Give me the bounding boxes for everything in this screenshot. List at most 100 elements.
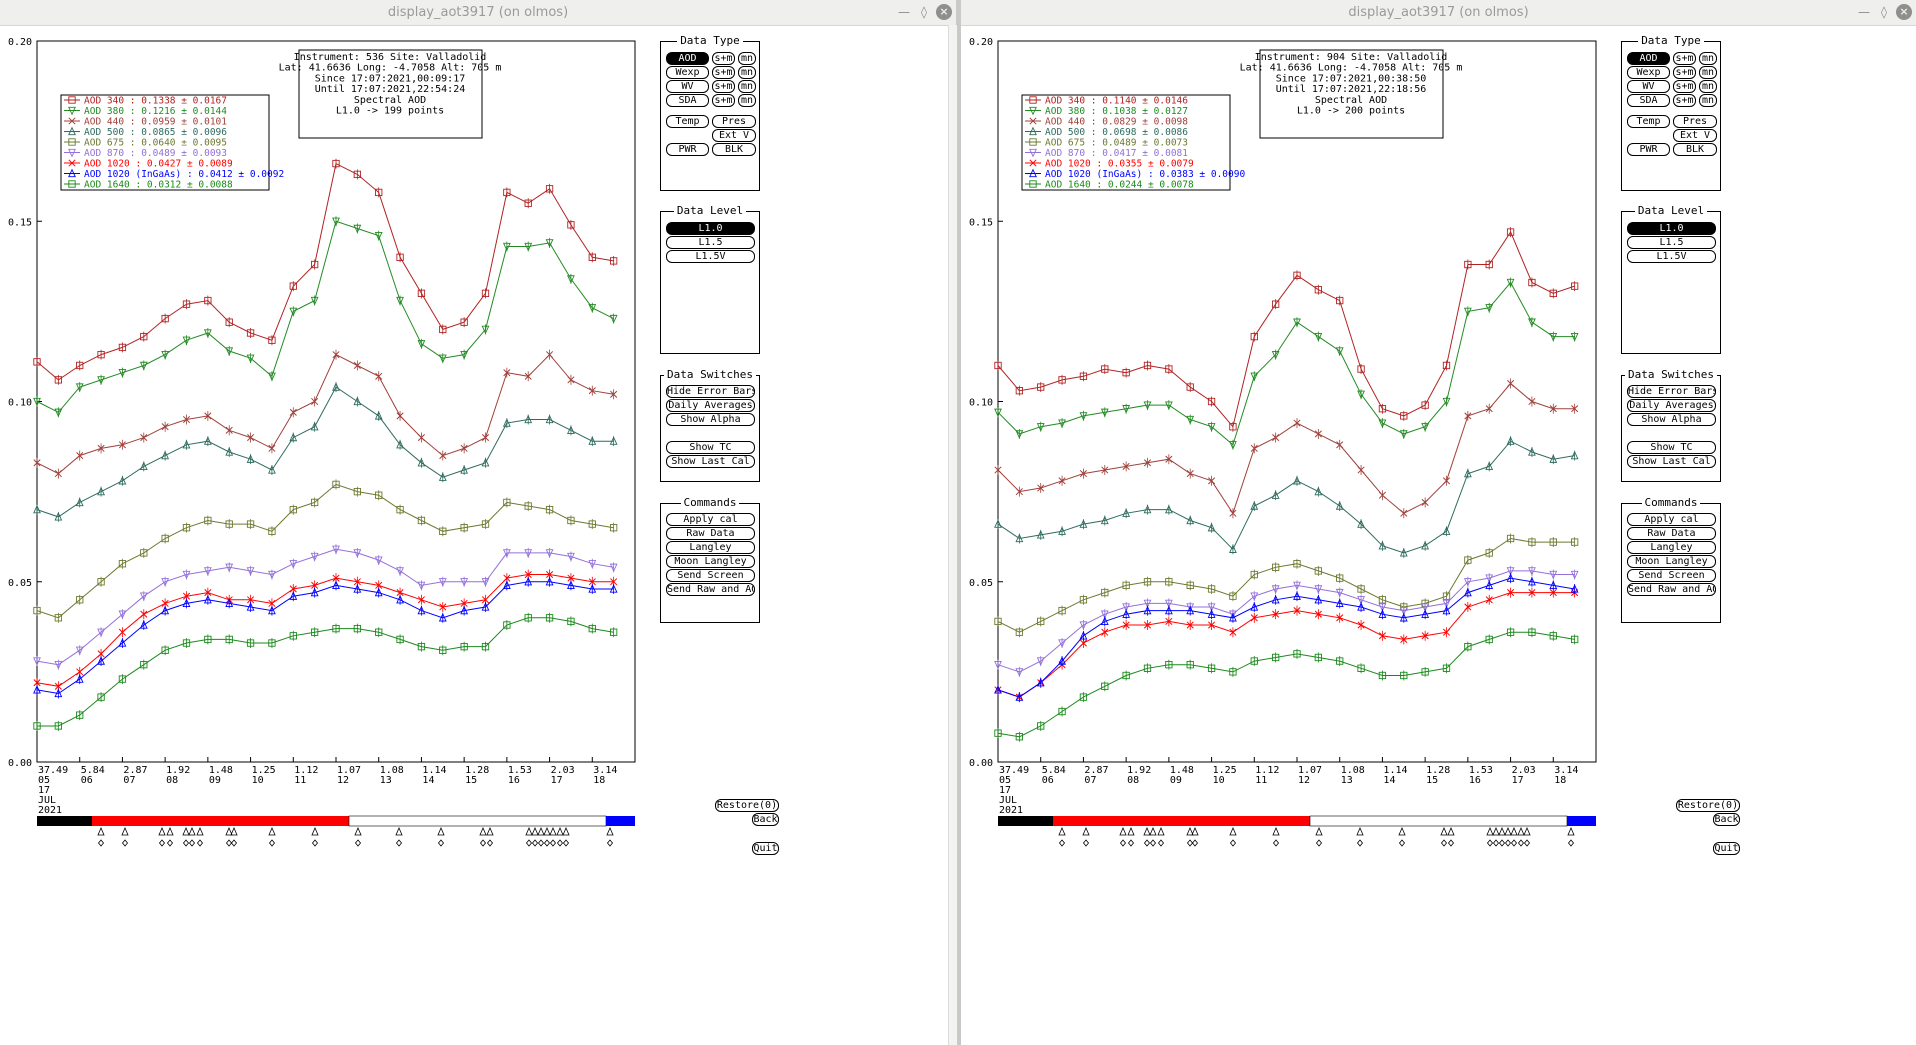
send-screen-button[interactable]: Send Screen (666, 569, 755, 582)
data-point (609, 628, 618, 636)
data-point (375, 188, 383, 197)
right-titlebar[interactable]: display_aot3917 (on olmos) — ◊ × (961, 0, 1916, 26)
mn-mode-button[interactable]: mn (1699, 66, 1717, 79)
data-point (247, 433, 255, 442)
temp-button[interactable]: Temp (666, 115, 709, 128)
ext-v-button[interactable]: Ext V (1673, 129, 1717, 142)
level-l15v-button[interactable]: L1.5V (666, 250, 755, 263)
data-point (396, 412, 404, 420)
blk-button[interactable]: BLK (1673, 143, 1717, 156)
data-point (1101, 466, 1109, 474)
left-titlebar[interactable]: display_aot3917 (on olmos) — ◊ × (0, 0, 956, 26)
raw-data-button[interactable]: Raw Data (1627, 527, 1716, 540)
minimize-icon[interactable]: — (1858, 5, 1870, 19)
sum-mode-button[interactable]: s+m (712, 94, 735, 107)
sum-mode-button[interactable]: s+m (712, 80, 735, 93)
mn-mode-button[interactable]: mn (738, 52, 756, 65)
hour-label: 12 (337, 775, 349, 786)
send-screen-button[interactable]: Send Screen (1627, 569, 1716, 582)
moon-langley-button[interactable]: Moon Langley (1627, 555, 1716, 568)
measurement-marker (606, 826, 614, 836)
level-l10-button[interactable]: L1.0 (666, 222, 755, 235)
data-type-sda-button[interactable]: SDA (666, 94, 709, 107)
data-type-wexp-button[interactable]: Wexp (1627, 66, 1670, 79)
mn-mode-button[interactable]: mn (738, 66, 756, 79)
data-point (118, 610, 127, 620)
send-raw-and-aod-button[interactable]: Send Raw and AOD (666, 583, 755, 596)
measurement-diamond (543, 839, 551, 847)
pwr-button[interactable]: PWR (666, 143, 709, 156)
send-raw-and-aod-button[interactable]: Send Raw and AOD (1627, 583, 1716, 596)
data-point (97, 350, 105, 359)
data-point (1399, 430, 1408, 439)
daily-averages-button[interactable]: Daily Averages (1627, 399, 1716, 412)
apply-cal-button[interactable]: Apply cal (1627, 513, 1716, 526)
data-type-aod-button[interactable]: AOD (1627, 52, 1670, 65)
sum-mode-button[interactable]: s+m (1673, 80, 1696, 93)
mn-mode-button[interactable]: mn (738, 80, 756, 93)
minimize-icon[interactable]: — (898, 5, 910, 19)
pres-button[interactable]: Pres (1673, 115, 1717, 128)
info-line: L1.0 -> 200 points (1297, 106, 1405, 117)
show-tc-button[interactable]: Show TC (1627, 441, 1716, 454)
close-icon[interactable]: × (936, 4, 952, 20)
data-point (1250, 332, 1258, 341)
sum-mode-button[interactable]: s+m (1673, 94, 1696, 107)
data-point (1357, 602, 1365, 611)
sum-mode-button[interactable]: s+m (712, 66, 735, 79)
raw-data-button[interactable]: Raw Data (666, 527, 755, 540)
data-point (1335, 598, 1344, 608)
back-button[interactable]: Back (1713, 813, 1740, 826)
langley-button[interactable]: Langley (666, 541, 755, 554)
show-alpha-button[interactable]: Show Alpha (666, 413, 755, 426)
moon-langley-button[interactable]: Moon Langley (666, 555, 755, 568)
daily-averages-button[interactable]: Daily Averages (666, 399, 755, 412)
show-tc-button[interactable]: Show TC (666, 441, 755, 454)
data-point (225, 635, 233, 644)
show-last-cal-button[interactable]: Show Last Cal (1627, 455, 1716, 468)
left-scrollbar[interactable] (948, 25, 957, 1045)
data-point (396, 439, 404, 449)
data-type-aod-button[interactable]: AOD (666, 52, 709, 65)
restore-button[interactable]: Restore(0) (715, 799, 779, 812)
level-l15-button[interactable]: L1.5 (666, 236, 755, 249)
measurement-diamond (606, 839, 614, 847)
pwr-button[interactable]: PWR (1627, 143, 1670, 156)
mn-mode-button[interactable]: mn (1699, 52, 1717, 65)
hide-error-bars-button[interactable]: Hide Error Bars (666, 385, 755, 398)
data-type-sda-button[interactable]: SDA (1627, 94, 1670, 107)
data-point (76, 596, 84, 604)
level-l15-button[interactable]: L1.5 (1627, 236, 1716, 249)
measurement-marker (230, 826, 238, 836)
maximize-icon[interactable]: ◊ (921, 5, 927, 19)
mn-mode-button[interactable]: mn (1699, 94, 1717, 107)
langley-button[interactable]: Langley (1627, 541, 1716, 554)
data-point (1336, 574, 1344, 582)
mn-mode-button[interactable]: mn (738, 94, 756, 107)
close-icon[interactable]: × (1896, 4, 1912, 20)
pres-button[interactable]: Pres (712, 115, 756, 128)
legend-label: AOD 500 : 0.0865 ± 0.0096 (84, 127, 227, 138)
data-type-wv-button[interactable]: WV (666, 80, 709, 93)
back-button[interactable]: Back (752, 813, 779, 826)
level-l15v-button[interactable]: L1.5V (1627, 250, 1716, 263)
data-type-wexp-button[interactable]: Wexp (666, 66, 709, 79)
data-type-wv-button[interactable]: WV (1627, 80, 1670, 93)
sum-mode-button[interactable]: s+m (1673, 66, 1696, 79)
show-alpha-button[interactable]: Show Alpha (1627, 413, 1716, 426)
restore-button[interactable]: Restore(0) (1676, 799, 1740, 812)
quit-button[interactable]: Quit (752, 842, 779, 855)
quit-button[interactable]: Quit (1713, 842, 1740, 855)
temp-button[interactable]: Temp (1627, 115, 1670, 128)
blk-button[interactable]: BLK (712, 143, 756, 156)
maximize-icon[interactable]: ◊ (1881, 5, 1887, 19)
sum-mode-button[interactable]: s+m (1673, 52, 1696, 65)
data-point (1506, 573, 1515, 582)
show-last-cal-button[interactable]: Show Last Cal (666, 455, 755, 468)
hide-error-bars-button[interactable]: Hide Error Bars (1627, 385, 1716, 398)
mn-mode-button[interactable]: mn (1699, 80, 1717, 93)
level-l10-button[interactable]: L1.0 (1627, 222, 1716, 235)
apply-cal-button[interactable]: Apply cal (666, 513, 755, 526)
sum-mode-button[interactable]: s+m (712, 52, 735, 65)
ext-v-button[interactable]: Ext V (712, 129, 756, 142)
